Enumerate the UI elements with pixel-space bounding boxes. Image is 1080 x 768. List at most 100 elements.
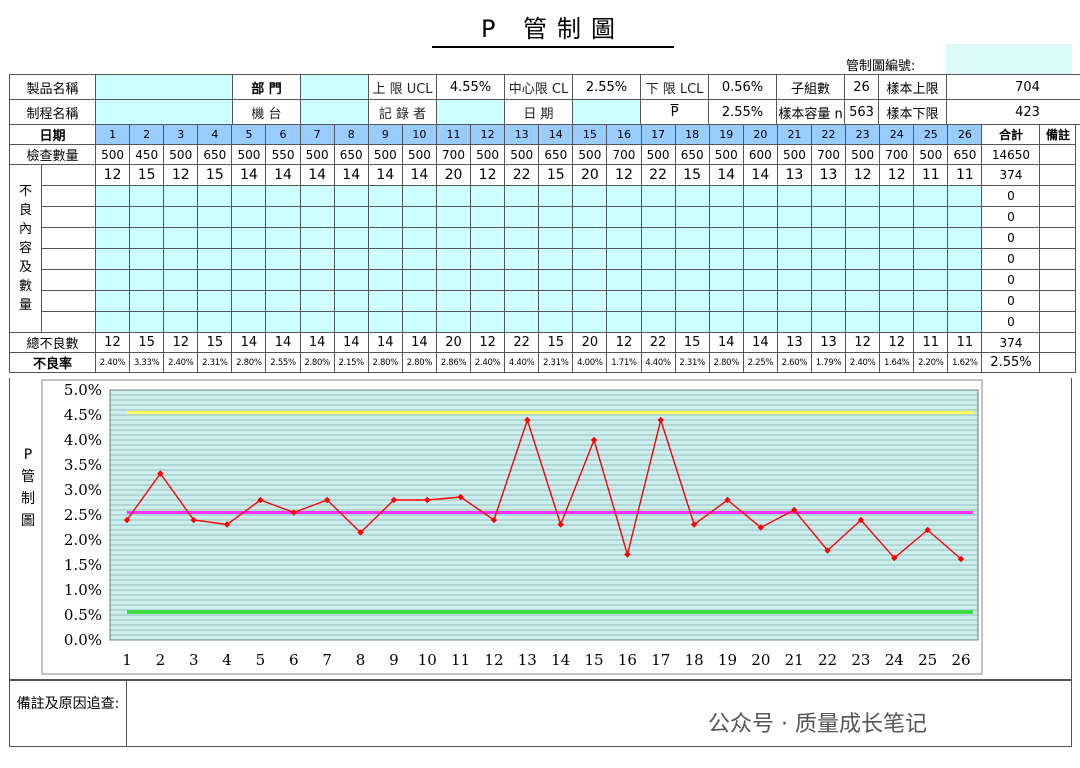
note-cell[interactable] <box>1039 290 1077 312</box>
defect-qty-cell[interactable] <box>231 248 267 270</box>
defect-qty-cell[interactable] <box>333 227 369 249</box>
defect-qty-cell[interactable] <box>572 248 608 270</box>
defect-qty-cell[interactable] <box>435 311 472 333</box>
defect-qty-cell[interactable] <box>606 311 642 333</box>
defect-qty-cell[interactable] <box>333 185 369 207</box>
defect-qty-cell[interactable] <box>333 248 369 270</box>
defect-qty-cell[interactable] <box>367 248 403 270</box>
defect-qty-cell[interactable] <box>435 248 472 270</box>
defect-qty-cell[interactable] <box>504 290 540 312</box>
defect-qty-cell[interactable] <box>742 269 778 291</box>
defect-qty-cell[interactable] <box>163 311 199 333</box>
defect-qty-cell[interactable]: 20 <box>435 164 472 186</box>
defect-qty-cell[interactable] <box>333 269 369 291</box>
defect-qty-cell[interactable] <box>197 185 233 207</box>
note-cell[interactable] <box>1039 144 1077 165</box>
defect-qty-cell[interactable] <box>470 290 506 312</box>
defect-qty-cell[interactable] <box>401 206 437 228</box>
defect-qty-cell[interactable] <box>504 269 540 291</box>
defect-qty-cell[interactable] <box>845 311 881 333</box>
defect-qty-cell[interactable] <box>742 290 778 312</box>
defect-qty-cell[interactable] <box>947 248 983 270</box>
defect-qty-cell[interactable] <box>947 185 983 207</box>
defect-qty-cell[interactable] <box>265 269 301 291</box>
defect-qty-cell[interactable]: 12 <box>845 164 881 186</box>
defect-qty-cell[interactable] <box>810 185 847 207</box>
defect-qty-cell[interactable] <box>640 185 676 207</box>
defect-qty-cell[interactable] <box>640 311 676 333</box>
defect-qty-cell[interactable] <box>367 227 403 249</box>
defect-qty-cell[interactable]: 15 <box>129 164 165 186</box>
defect-qty-cell[interactable] <box>742 206 778 228</box>
defect-qty-cell[interactable] <box>776 248 812 270</box>
defect-type-cell[interactable] <box>40 248 97 270</box>
defect-qty-cell[interactable] <box>742 227 778 249</box>
defect-qty-cell[interactable] <box>163 185 199 207</box>
defect-qty-cell[interactable] <box>776 290 812 312</box>
defect-qty-cell[interactable]: 14 <box>231 164 267 186</box>
defect-qty-cell[interactable] <box>538 311 574 333</box>
defect-qty-cell[interactable] <box>197 269 233 291</box>
defect-qty-cell[interactable] <box>640 269 676 291</box>
defect-qty-cell[interactable] <box>913 185 949 207</box>
defect-qty-cell[interactable]: 14 <box>367 164 403 186</box>
defect-qty-cell[interactable] <box>708 185 744 207</box>
defect-qty-cell[interactable] <box>640 206 676 228</box>
defect-qty-cell[interactable] <box>265 206 301 228</box>
defect-qty-cell[interactable] <box>129 185 165 207</box>
defect-qty-cell[interactable] <box>879 185 915 207</box>
defect-qty-cell[interactable] <box>95 290 131 312</box>
defect-qty-cell[interactable] <box>879 248 915 270</box>
defect-qty-cell[interactable] <box>129 269 165 291</box>
defect-qty-cell[interactable] <box>538 290 574 312</box>
defect-qty-cell[interactable] <box>299 269 335 291</box>
date-field[interactable] <box>572 99 641 125</box>
defect-type-cell[interactable] <box>40 206 97 228</box>
defect-qty-cell[interactable] <box>538 206 574 228</box>
defect-qty-cell[interactable] <box>845 290 881 312</box>
defect-qty-cell[interactable] <box>572 290 608 312</box>
defect-qty-cell[interactable] <box>538 248 574 270</box>
defect-qty-cell[interactable] <box>299 185 335 207</box>
defect-qty-cell[interactable] <box>95 227 131 249</box>
defect-qty-cell[interactable] <box>299 248 335 270</box>
defect-qty-cell[interactable]: 13 <box>776 164 812 186</box>
recorder-field[interactable] <box>436 99 505 125</box>
defect-qty-cell[interactable] <box>129 290 165 312</box>
note-cell[interactable] <box>1039 352 1077 373</box>
product-name-field[interactable] <box>95 74 233 100</box>
defect-qty-cell[interactable] <box>367 185 403 207</box>
defect-qty-cell[interactable] <box>742 248 778 270</box>
defect-qty-cell[interactable] <box>197 311 233 333</box>
note-cell[interactable] <box>1039 269 1077 291</box>
defect-qty-cell[interactable] <box>742 311 778 333</box>
defect-qty-cell[interactable] <box>299 311 335 333</box>
defect-qty-cell[interactable] <box>401 311 437 333</box>
defect-qty-cell[interactable] <box>299 227 335 249</box>
defect-qty-cell[interactable] <box>845 269 881 291</box>
defect-qty-cell[interactable] <box>913 206 949 228</box>
defect-qty-cell[interactable] <box>95 269 131 291</box>
defect-qty-cell[interactable] <box>947 206 983 228</box>
defect-qty-cell[interactable]: 14 <box>401 164 437 186</box>
remarks-field[interactable] <box>128 681 1071 746</box>
defect-qty-cell[interactable] <box>606 227 642 249</box>
defect-qty-cell[interactable]: 22 <box>504 164 540 186</box>
defect-qty-cell[interactable] <box>879 269 915 291</box>
defect-qty-cell[interactable] <box>947 269 983 291</box>
defect-qty-cell[interactable] <box>435 185 472 207</box>
defect-qty-cell[interactable] <box>504 185 540 207</box>
defect-qty-cell[interactable] <box>470 206 506 228</box>
defect-qty-cell[interactable] <box>367 269 403 291</box>
defect-qty-cell[interactable] <box>674 269 710 291</box>
defect-qty-cell[interactable]: 12 <box>95 164 131 186</box>
defect-qty-cell[interactable] <box>401 290 437 312</box>
defect-qty-cell[interactable] <box>572 269 608 291</box>
defect-qty-cell[interactable] <box>879 227 915 249</box>
note-cell[interactable] <box>1039 164 1077 186</box>
defect-qty-cell[interactable] <box>129 227 165 249</box>
dept-field[interactable] <box>300 74 369 100</box>
defect-qty-cell[interactable] <box>231 227 267 249</box>
defect-qty-cell[interactable]: 12 <box>470 164 506 186</box>
defect-qty-cell[interactable] <box>470 269 506 291</box>
